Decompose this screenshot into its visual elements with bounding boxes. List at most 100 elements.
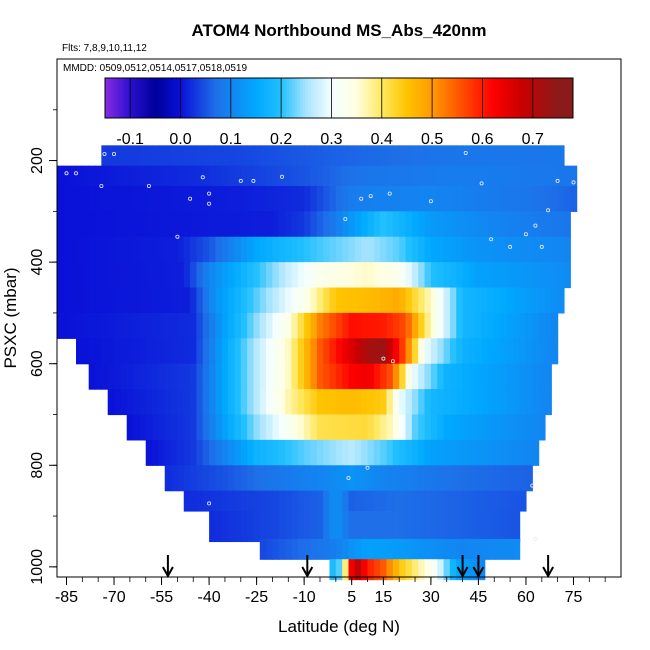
heatmap-cell <box>487 262 495 289</box>
heatmap-cell <box>323 165 331 187</box>
heatmap-cell <box>399 165 407 187</box>
heatmap-cell <box>437 338 445 365</box>
heatmap-cell <box>456 262 464 289</box>
heatmap-cell <box>247 389 255 416</box>
heatmap-cell <box>259 490 267 512</box>
colorbar-segment <box>203 78 207 118</box>
heatmap-cell <box>405 538 413 560</box>
heatmap-cell <box>152 185 159 212</box>
heatmap-cell <box>506 338 514 365</box>
heatmap-cell <box>215 211 223 238</box>
colorbar-segment <box>263 78 267 118</box>
heatmap-cell <box>519 145 527 167</box>
heatmap-cell <box>171 262 179 289</box>
heatmap-cell <box>386 490 394 512</box>
heatmap-cell <box>475 236 483 263</box>
heatmap-cell <box>354 510 362 543</box>
heatmap-cell <box>335 389 343 416</box>
heatmap-cell <box>133 312 140 339</box>
heatmap-cell <box>259 414 267 441</box>
heatmap-cell <box>430 490 438 512</box>
heatmap-cell <box>88 185 96 212</box>
heatmap-cell <box>456 211 464 238</box>
heatmap-cell <box>380 559 388 581</box>
heatmap-cell <box>247 211 255 238</box>
heatmap-cell <box>462 363 470 390</box>
y-tick-label: 1000 <box>29 549 46 585</box>
heatmap-cell <box>69 185 77 212</box>
heatmap-cell <box>196 287 204 314</box>
heatmap-cell <box>329 312 337 339</box>
heatmap-cell <box>354 185 362 212</box>
heatmap-cell <box>82 338 90 365</box>
observation-point <box>555 178 560 183</box>
heatmap-cell <box>329 185 337 212</box>
heatmap-cell <box>443 559 451 581</box>
heatmap-cell <box>373 312 381 339</box>
heatmap-cell <box>215 287 223 314</box>
heatmap-cell <box>437 185 445 212</box>
heatmap-cell <box>525 236 533 263</box>
heatmap-cell <box>563 185 571 212</box>
colorbar-segment <box>112 78 116 118</box>
heatmap-cell <box>133 287 140 314</box>
heatmap-cell <box>449 312 457 339</box>
heatmap-cell <box>240 185 248 212</box>
heatmap-cell <box>487 490 495 512</box>
heatmap-cell <box>348 538 356 560</box>
heatmap-cell <box>462 389 470 416</box>
heatmap-cell <box>519 338 527 365</box>
heatmap-cell <box>164 338 172 365</box>
heatmap-cell <box>411 185 419 212</box>
heatmap-cell <box>443 145 451 167</box>
heatmap-cell <box>183 287 191 314</box>
heatmap-cell <box>462 211 470 238</box>
heatmap-cell <box>481 287 489 314</box>
heatmap-cell <box>272 211 280 238</box>
x-tick-label: -85 <box>55 589 78 606</box>
heatmap-cell <box>506 490 514 512</box>
heatmap-cell <box>538 287 546 314</box>
heatmap-cell <box>411 510 419 543</box>
colorbar-segment <box>255 78 259 118</box>
heatmap-cell <box>361 465 369 492</box>
heatmap-cell <box>348 439 356 466</box>
heatmap-cell <box>544 185 552 212</box>
heatmap-cell <box>342 538 350 560</box>
heatmap-cell <box>291 439 299 466</box>
heatmap-cell <box>272 145 280 167</box>
heatmap-cell <box>164 414 172 441</box>
heatmap-cell <box>544 145 552 167</box>
heatmap-cell <box>538 165 546 187</box>
heatmap-cell <box>190 312 198 339</box>
heatmap-cell <box>392 338 400 365</box>
heatmap-cell <box>164 211 172 238</box>
heatmap-cell <box>234 236 242 263</box>
heatmap-cell <box>519 414 527 441</box>
heatmap-cell <box>120 287 128 314</box>
heatmap-cell <box>335 559 343 581</box>
heatmap-cell <box>437 236 445 263</box>
heatmap-cell <box>525 185 533 212</box>
heatmap-cell <box>304 439 312 466</box>
heatmap-cell <box>449 211 457 238</box>
heatmap-cell <box>297 538 305 560</box>
colorbar-segment <box>479 78 483 118</box>
heatmap-cell <box>506 236 514 263</box>
heatmap-cell <box>456 287 464 314</box>
heatmap-cell <box>266 465 274 492</box>
heatmap-cell <box>475 465 483 492</box>
heatmap-cell <box>278 236 286 263</box>
heatmap-cell <box>525 312 533 339</box>
heatmap-cell <box>253 145 261 167</box>
heatmap-cell <box>380 236 388 263</box>
heatmap-cell <box>240 165 248 187</box>
heatmap-cell <box>424 465 432 492</box>
heatmap-cell <box>107 363 115 390</box>
heatmap-cell <box>228 439 236 466</box>
colorbar-segment <box>305 78 309 118</box>
heatmap-cell <box>310 236 318 263</box>
heatmap-cell <box>468 312 476 339</box>
colorbar-segment <box>362 78 366 118</box>
heatmap-cell <box>329 439 337 466</box>
